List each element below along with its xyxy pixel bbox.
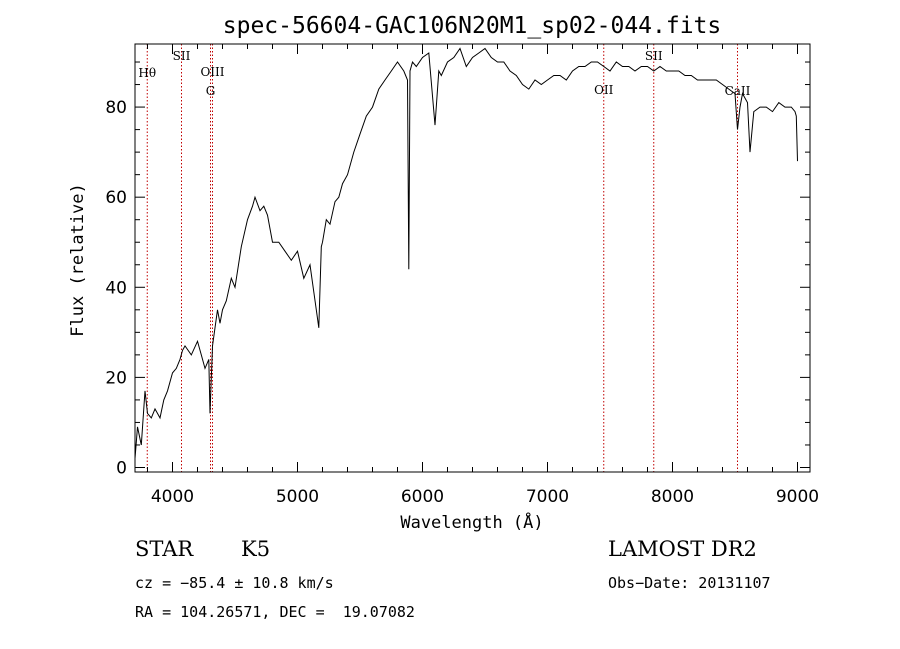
x-tick-label: 6000 [401, 487, 444, 507]
plot-frame [134, 43, 811, 473]
y-axis-label: Flux (relative) [68, 183, 88, 337]
coordinates: RA = 104.26571, DEC = 19.07082 [135, 603, 415, 621]
line-marker-label: SII [173, 49, 191, 63]
line-marker-label: Hθ [138, 66, 156, 80]
x-tick-label: 5000 [276, 487, 319, 507]
line-marker-label: SII [645, 49, 663, 63]
x-tick-label: 8000 [651, 487, 694, 507]
chart-title: spec-56604-GAC106N20M1_sp02-044.fits [223, 13, 722, 39]
redshift-cz: cz = −85.4 ± 10.8 km/s [135, 574, 334, 592]
y-axis-ticks: 0 20 40 60 80 [105, 61, 810, 478]
x-tick-label: 7000 [526, 487, 569, 507]
y-tick-label: 80 [105, 98, 127, 118]
spectrum-line [134, 47, 798, 459]
line-marker-label: OII [594, 83, 614, 97]
x-tick-label: 4000 [151, 487, 194, 507]
line-marker-label: OIII [200, 65, 224, 79]
line-marker-label: CaII [725, 84, 751, 98]
y-tick-label: 0 [116, 458, 127, 478]
y-tick-label: 40 [105, 278, 127, 298]
y-tick-label: 60 [105, 188, 127, 208]
x-tick-label: 9000 [776, 487, 819, 507]
observation-date: Obs−Date: 20131107 [608, 574, 771, 592]
survey-name: LAMOST DR2 [608, 537, 757, 561]
line-marker-label: G [206, 84, 216, 98]
y-tick-label: 20 [105, 368, 127, 388]
subclass: K5 [241, 537, 271, 561]
line-markers [146, 44, 738, 472]
object-type: STAR [135, 537, 194, 561]
line-marker-labels: Hθ SII OIII G OII SII CaII [138, 49, 750, 98]
x-axis-label: Wavelength (Å) [400, 511, 543, 533]
x-axis-ticks: 4000 5000 6000 7000 8000 9000 [147, 44, 819, 507]
